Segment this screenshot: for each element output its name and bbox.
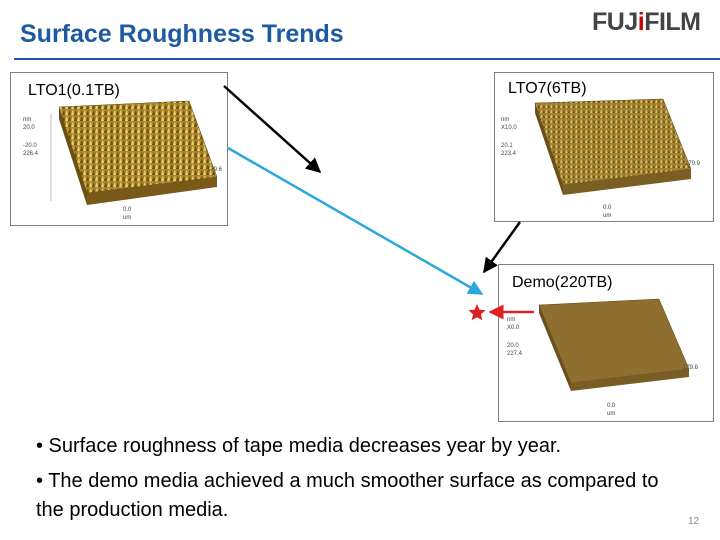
demo-label: Demo(220TB) xyxy=(512,274,613,291)
bullet-item-1: • Surface roughness of tape media decrea… xyxy=(36,435,562,457)
lto1-axis-z3: 226.4 xyxy=(23,151,39,157)
lto7-axis-right: 179.9 xyxy=(685,161,701,167)
logo-accent-i: i xyxy=(637,8,645,36)
page-number: 12 xyxy=(688,516,700,527)
lto7-surface-image xyxy=(534,98,692,195)
title-underline xyxy=(14,58,720,60)
demo-axis-z2: 20.0 xyxy=(507,343,519,349)
demo-axis-bottom-unit: um xyxy=(607,411,616,417)
lto1-axis-z1: 20.0 xyxy=(23,125,35,131)
lto7-axis-unit: nm xyxy=(501,117,510,123)
lto1-axis-bottom: 0.0 xyxy=(123,207,132,213)
arrow-lto7-to-demo xyxy=(482,221,522,274)
lto1-label: LTO1(0.1TB) xyxy=(28,82,120,99)
lto7-axis-z1: X10.0 xyxy=(501,125,517,131)
arrow-lto1-to-demo xyxy=(227,146,484,296)
lto1-panel: nm 20.0 -20.0 226.4 179.6 0.0 um xyxy=(10,72,228,226)
lto1-axis-unit: nm xyxy=(23,117,32,123)
lto7-label: LTO7(6TB) xyxy=(508,80,587,97)
logo-right: FILM xyxy=(644,8,701,36)
lto1-axis-bottom-unit: um xyxy=(123,215,132,221)
arrow-lto1-to-lto7 xyxy=(223,85,322,174)
lto7-axis-bottom: 0.0 xyxy=(603,205,612,211)
lto1-axis-z2: -20.0 xyxy=(23,143,37,149)
slide-title: Surface Roughness Trends xyxy=(20,20,344,48)
star-icon xyxy=(468,304,486,321)
demo-axis-z1: X0.0 xyxy=(507,325,520,331)
bullet-list: • Surface roughness of tape media decrea… xyxy=(36,432,676,531)
demo-panel: nm X0.0 20.0 227.4 179.6 0.0 um xyxy=(498,264,714,422)
logo-left: FUJ xyxy=(592,8,638,36)
lto7-panel: nm X10.0 20.1 223.4 179.9 0.0 um xyxy=(494,72,714,222)
bullet-item-2: • The demo media achieved a much smoothe… xyxy=(36,470,659,521)
demo-axis-bottom: 0.0 xyxy=(607,403,616,409)
lto7-axis-z2: 20.1 xyxy=(501,143,513,149)
demo-axis-right: 179.6 xyxy=(683,365,699,371)
fujifilm-logo: FUJiFILM xyxy=(592,8,701,37)
lto7-axis-bottom-unit: um xyxy=(603,213,612,219)
demo-axis-unit: nm xyxy=(507,317,516,323)
lto7-axis-z3: 223.4 xyxy=(501,151,517,157)
demo-axis-z3: 227.4 xyxy=(507,351,523,357)
lto1-axis-right: 179.6 xyxy=(207,167,223,173)
lto1-surface-image xyxy=(50,100,218,205)
demo-surface-image xyxy=(538,298,690,391)
